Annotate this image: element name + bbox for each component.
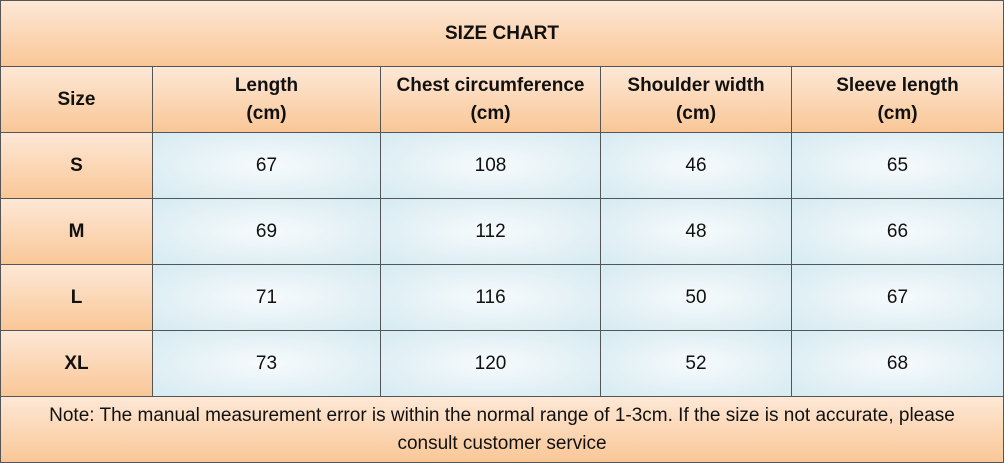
measurement: 120 bbox=[380, 330, 601, 397]
measurement: 71 bbox=[152, 264, 381, 331]
measurement: 50 bbox=[600, 264, 792, 331]
measurement: 69 bbox=[152, 198, 381, 265]
measurement: 52 bbox=[600, 330, 792, 397]
size-label: XL bbox=[0, 330, 153, 397]
header-cell: Chest circumference (cm) bbox=[380, 66, 601, 133]
measurement: 112 bbox=[380, 198, 601, 265]
title: SIZE CHART bbox=[0, 0, 1004, 67]
size-label: S bbox=[0, 132, 153, 199]
measurement: 73 bbox=[152, 330, 381, 397]
header-cell: Shoulder width (cm) bbox=[600, 66, 792, 133]
measurement: 67 bbox=[791, 264, 1004, 331]
measurement: 68 bbox=[791, 330, 1004, 397]
header-cell: Sleeve length (cm) bbox=[791, 66, 1004, 133]
measurement: 66 bbox=[791, 198, 1004, 265]
header-cell: Length (cm) bbox=[152, 66, 381, 133]
measurement: 116 bbox=[380, 264, 601, 331]
measurement: 67 bbox=[152, 132, 381, 199]
header-cell: Size bbox=[0, 66, 153, 133]
size-label: L bbox=[0, 264, 153, 331]
measurement: 46 bbox=[600, 132, 792, 199]
note: Note: The manual measurement error is wi… bbox=[0, 396, 1004, 463]
measurement: 48 bbox=[600, 198, 792, 265]
measurement: 108 bbox=[380, 132, 601, 199]
size-label: M bbox=[0, 198, 153, 265]
measurement: 65 bbox=[791, 132, 1004, 199]
